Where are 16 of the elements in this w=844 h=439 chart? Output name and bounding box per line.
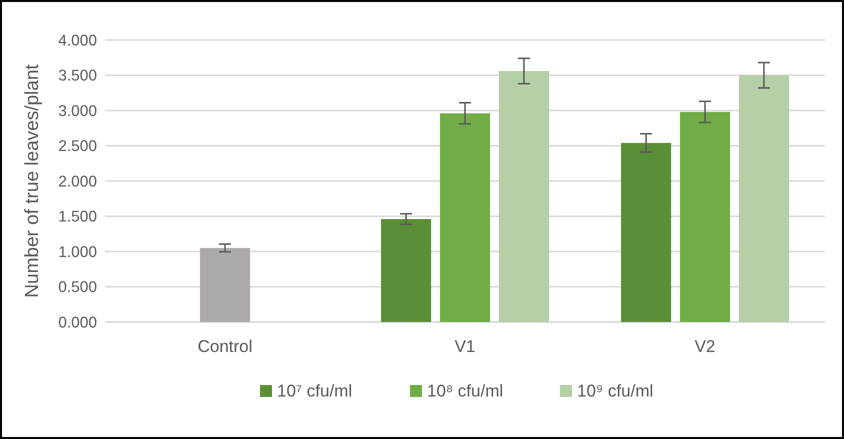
y-tick-label: 1.000: [58, 244, 98, 261]
y-tick-label: 4.000: [58, 32, 98, 50]
legend-label: 10⁷ cfu/ml: [277, 382, 352, 401]
y-axis-title: Number of true leaves/plant: [22, 64, 43, 298]
x-tick-label: V1: [454, 337, 476, 356]
y-tick-label: 0.000: [58, 314, 98, 332]
y-tick-label: 3.000: [58, 102, 98, 120]
y-tick-label: 2.500: [58, 138, 98, 156]
y-tick-label: 1.500: [58, 208, 98, 226]
y-tick-label: 0.500: [58, 279, 98, 296]
x-tick-label: V2: [694, 337, 716, 356]
legend-label: 10⁹ cfu/ml: [577, 382, 654, 401]
y-tick-label: 3.500: [58, 68, 98, 85]
legend-label: 10⁸ cfu/ml: [427, 382, 504, 401]
x-tick-label: Control: [198, 337, 252, 356]
y-tick-label: 2.000: [58, 173, 98, 190]
